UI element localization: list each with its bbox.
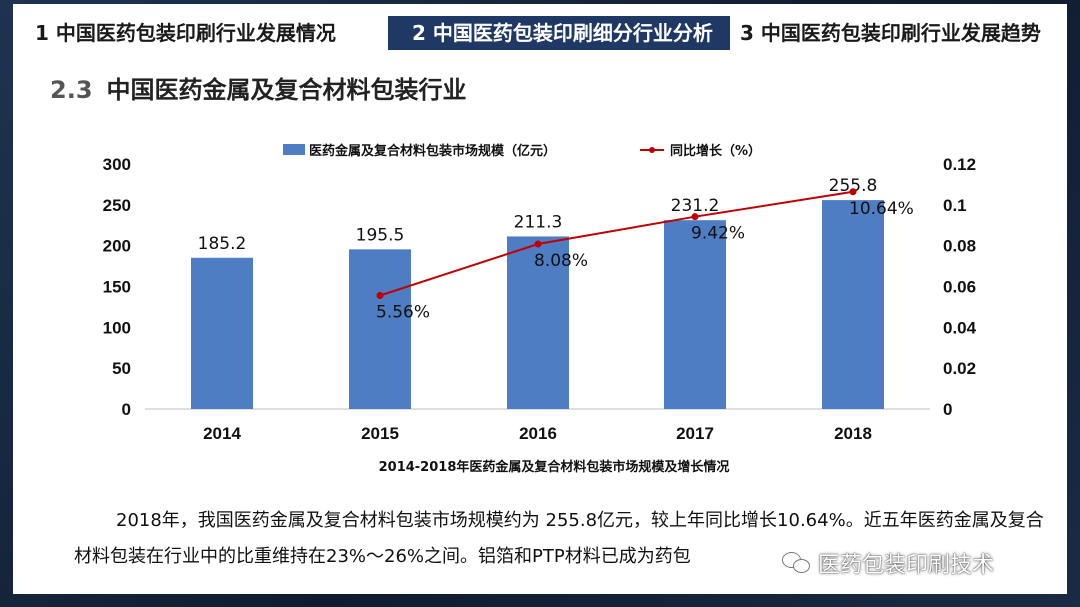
section-number: 2.3: [50, 76, 93, 104]
bar-label-2016: 211.3: [514, 212, 563, 232]
page-title: 2.3 中国医药金属及复合材料包装行业: [50, 70, 467, 105]
chart-title: 2014-2018年医药金属及复合材料包装市场规模及增长情况: [379, 459, 730, 475]
bar-2014: [191, 257, 253, 409]
bar-2016: [507, 236, 569, 409]
bar-2017: [664, 220, 726, 409]
y-right-tick-0.08: 0.08: [943, 237, 976, 256]
x-tick-2017: 2017: [676, 424, 714, 443]
growth-label-2016: 8.08%: [534, 251, 588, 271]
y-left-tick-0: 0: [122, 400, 131, 419]
tab-segment-analysis[interactable]: 2 中国医药包装印刷细分行业分析: [388, 16, 730, 50]
description-paragraph: 2018年，我国医药金属及复合材料包装市场规模约为 255.8亿元，较上年同比增…: [74, 510, 1044, 567]
growth-label-2017: 9.42%: [691, 224, 745, 244]
growth-point-2015: [376, 291, 384, 299]
growth-point-2018: [849, 188, 857, 196]
left-y-axis: 0 50 100 150 200 250 300: [103, 155, 131, 419]
bar-label-2018: 255.8: [829, 176, 878, 196]
right-y-axis: 0 0.02 0.04 0.06 0.08 0.1 0.12: [943, 155, 977, 419]
growth-line-series: 5.56% 8.08% 9.42% 10.64%: [376, 188, 914, 322]
watermark-text: 医药包装印刷技术: [818, 553, 995, 578]
growth-line: [379, 190, 854, 297]
bar-2018: [822, 200, 884, 409]
y-right-tick-0: 0: [943, 400, 952, 419]
y-right-tick-0.1: 0.1: [943, 196, 967, 215]
y-right-tick-0.06: 0.06: [943, 278, 976, 297]
legend-bar-label: 医药金属及复合材料包装市场规模（亿元）: [309, 143, 556, 159]
legend-line-label: 同比增长（%）: [670, 143, 761, 159]
x-tick-2015: 2015: [361, 424, 399, 443]
x-tick-2014: 2014: [203, 424, 241, 443]
bar-label-2014: 185.2: [198, 234, 247, 254]
legend-line-marker: [649, 147, 655, 153]
legend-bar-swatch: [283, 144, 305, 155]
bar-2015: [349, 249, 411, 409]
y-right-tick-0.12: 0.12: [943, 155, 976, 174]
y-left-tick-50: 50: [112, 359, 131, 378]
y-left-tick-200: 200: [103, 237, 131, 256]
tab-industry-development[interactable]: 1 中国医药包装印刷行业发展情况: [13, 16, 388, 50]
growth-label-2018: 10.64%: [849, 199, 914, 219]
bar-series: 185.2 195.5 211.3 231.2 255.8: [191, 176, 884, 409]
growth-point-2017: [691, 213, 699, 221]
wechat-watermark: 医药包装印刷技术: [782, 545, 994, 581]
x-tick-2016: 2016: [519, 424, 557, 443]
chart-legend: 医药金属及复合材料包装市场规模（亿元） 同比增长（%）: [283, 143, 761, 159]
wechat-icon: [782, 550, 812, 576]
x-axis: 2014 2015 2016 2017 2018: [203, 424, 872, 443]
tab-industry-trends[interactable]: 3 中国医药包装印刷行业发展趋势: [730, 16, 1067, 50]
y-left-tick-300: 300: [103, 155, 131, 174]
bar-label-2015: 195.5: [356, 225, 405, 245]
y-left-tick-250: 250: [103, 196, 131, 215]
growth-point-2016: [534, 240, 542, 248]
section-tabs: 1 中国医药包装印刷行业发展情况 2 中国医药包装印刷细分行业分析 3 中国医药…: [13, 16, 1067, 50]
bar-label-2017: 231.2: [671, 196, 720, 216]
y-left-tick-100: 100: [103, 318, 131, 337]
y-right-tick-0.04: 0.04: [943, 318, 977, 337]
y-right-tick-0.02: 0.02: [943, 359, 976, 378]
growth-label-2015: 5.56%: [376, 302, 430, 322]
section-title-text: 中国医药金属及复合材料包装行业: [106, 76, 467, 104]
y-left-tick-150: 150: [103, 278, 131, 297]
x-tick-2018: 2018: [834, 424, 872, 443]
